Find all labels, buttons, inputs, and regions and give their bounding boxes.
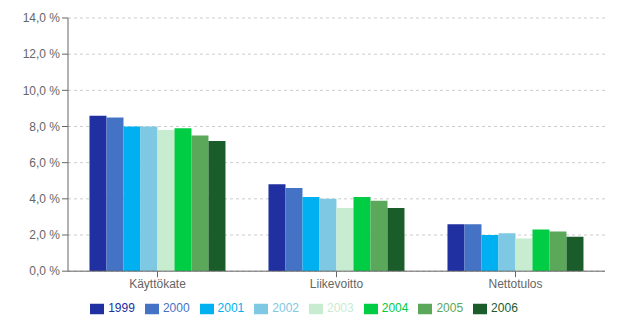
svg-text:4,0 %: 4,0 %	[29, 192, 60, 206]
html-text:2004: 2004	[381, 301, 409, 316]
svg-text:Liikevoitto: Liikevoitto	[310, 277, 364, 291]
html-text:2001: 2001	[217, 301, 245, 316]
svg-text:2,0 %: 2,0 %	[29, 228, 60, 242]
svg-text:0,0 %: 0,0 %	[29, 264, 60, 278]
html-text:2002: 2002	[272, 301, 299, 316]
html-text:2005: 2005	[436, 301, 464, 316]
html-text:1999: 1999	[108, 301, 135, 316]
html-text:2000: 2000	[162, 301, 190, 316]
svg-text:10,0 %: 10,0 %	[23, 84, 61, 98]
svg-text:Nettotulos: Nettotulos	[488, 277, 542, 291]
svg-text:12,0 %: 12,0 %	[23, 47, 61, 61]
svg-text:14,0 %: 14,0 %	[23, 11, 61, 25]
svg-text:6,0 %: 6,0 %	[29, 156, 60, 170]
html-text:2003: 2003	[327, 301, 354, 316]
html-text:2006: 2006	[491, 301, 518, 316]
svg-text:Käyttökate: Käyttökate	[129, 277, 186, 291]
svg-text:8,0 %: 8,0 %	[29, 120, 60, 134]
